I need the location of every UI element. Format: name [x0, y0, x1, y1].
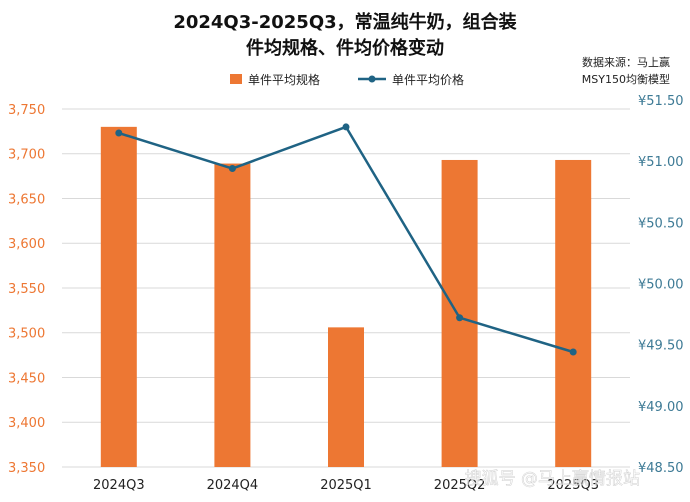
chart-title-line1: 2024Q3-2025Q3，常温纯牛奶，组合装 — [173, 11, 516, 33]
x-tick-label: 2025Q3 — [547, 478, 599, 493]
model-note: MSY150均衡模型 — [582, 72, 670, 86]
legend-marker-line — [368, 75, 376, 83]
left-tick-label: 3,450 — [8, 371, 45, 386]
left-tick-label: 3,400 — [8, 416, 45, 431]
line-series — [115, 123, 577, 356]
line-point — [115, 129, 123, 137]
bar — [441, 159, 478, 467]
line-point — [342, 123, 350, 131]
line-point — [569, 348, 577, 356]
bar-series — [100, 126, 592, 468]
source-note: 数据来源：马上赢 — [582, 55, 670, 69]
line-point — [456, 314, 464, 322]
left-tick-label: 3,600 — [8, 237, 45, 252]
right-axis-ticks: ¥48.50 ¥49.00 ¥49.50 ¥50.00 ¥50.50 ¥51.00 ¥51.… — [638, 94, 684, 476]
right-tick-label: ¥51.00 — [638, 155, 684, 170]
legend-swatch-bar — [230, 74, 242, 84]
x-tick-label: 2024Q3 — [93, 478, 145, 493]
bar — [555, 159, 592, 467]
x-axis-labels: 2024Q3 2024Q4 2025Q1 2025Q2 2025Q3 — [93, 478, 599, 493]
bar — [214, 163, 251, 468]
x-tick-label: 2025Q2 — [434, 478, 486, 493]
legend-label-bar: 单件平均规格 — [248, 72, 320, 87]
left-tick-label: 3,350 — [8, 461, 45, 476]
left-tick-label: 3,650 — [8, 192, 45, 207]
left-axis-ticks: 3,350 3,400 3,450 3,500 3,550 3,600 3,650 3,700… — [8, 103, 45, 476]
left-tick-label: 3,550 — [8, 282, 45, 297]
watermark: 搜狐号 @马上赢情报站 — [465, 469, 640, 489]
chart-title-line2: 件均规格、件均价格变动 — [246, 37, 444, 59]
right-tick-label: ¥51.50 — [638, 94, 684, 109]
right-tick-label: ¥49.00 — [638, 400, 684, 415]
line-point — [228, 165, 236, 173]
x-tick-label: 2025Q1 — [320, 478, 372, 493]
left-tick-label: 3,500 — [8, 327, 45, 342]
right-tick-label: ¥50.50 — [638, 216, 684, 231]
bar — [100, 126, 137, 467]
left-tick-label: 3,700 — [8, 148, 45, 163]
left-tick-label: 3,750 — [8, 103, 45, 118]
right-tick-label: ¥50.00 — [638, 278, 684, 293]
chart-legend: 单件平均规格 单件平均价格 — [230, 72, 464, 87]
bar — [328, 327, 364, 467]
price-line — [118, 125, 574, 354]
right-tick-label: ¥48.50 — [638, 461, 684, 476]
x-tick-label: 2024Q4 — [207, 478, 259, 493]
right-tick-label: ¥49.50 — [638, 339, 684, 354]
legend-label-line: 单件平均价格 — [392, 72, 464, 87]
